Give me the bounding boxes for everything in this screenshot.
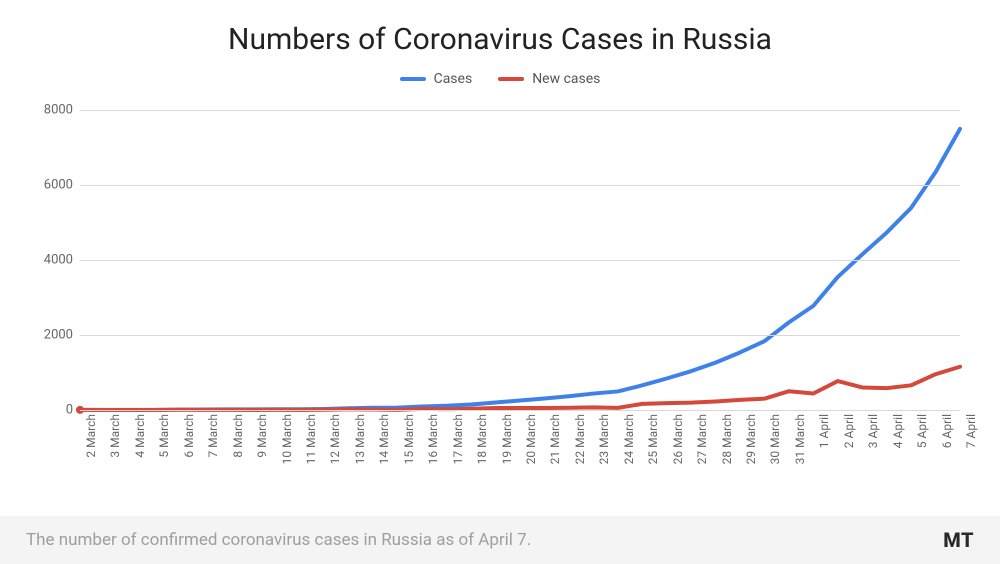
y-tick-label: 6000 bbox=[35, 178, 73, 193]
caption-bar: The number of confirmed coronavirus case… bbox=[0, 516, 1000, 564]
grid-line bbox=[80, 410, 960, 411]
grid-line bbox=[80, 335, 960, 336]
legend: Cases New cases bbox=[0, 71, 1000, 87]
x-axis-labels: 2 March 3 March 4 March 5 March 6 March 7 Mar… bbox=[80, 414, 960, 514]
x-tick-label: 6 March bbox=[182, 414, 196, 458]
x-tick-label: 3 March bbox=[108, 414, 122, 458]
plot-area: 02000400060008000 bbox=[80, 110, 960, 410]
x-tick-label: 22 March bbox=[573, 414, 587, 464]
x-tick-label: 15 March bbox=[402, 414, 416, 464]
x-tick-label: 1 April bbox=[817, 414, 831, 448]
x-tick-label: 21 March bbox=[548, 414, 562, 464]
x-tick-label: 26 March bbox=[671, 414, 685, 464]
x-tick-label: 29 March bbox=[744, 414, 758, 464]
legend-item-cases: Cases bbox=[400, 71, 473, 87]
x-tick-label: 6 April bbox=[940, 414, 954, 448]
source-logo: MT bbox=[943, 528, 974, 552]
x-tick-label: 8 March bbox=[231, 414, 245, 458]
legend-swatch-newcases bbox=[498, 77, 524, 81]
legend-swatch-cases bbox=[400, 77, 426, 81]
legend-label-cases: Cases bbox=[434, 71, 473, 87]
legend-label-newcases: New cases bbox=[532, 71, 600, 87]
grid-line bbox=[80, 260, 960, 261]
series-line-cases bbox=[80, 129, 960, 410]
x-tick-label: 9 March bbox=[255, 414, 269, 458]
caption-text: The number of confirmed coronavirus case… bbox=[26, 530, 531, 550]
x-tick-label: 28 March bbox=[720, 414, 734, 464]
y-tick-label: 2000 bbox=[35, 328, 73, 343]
x-tick-label: 10 March bbox=[280, 414, 294, 464]
series-line-new-cases bbox=[80, 367, 960, 410]
x-tick-label: 12 March bbox=[328, 414, 342, 464]
grid-line bbox=[80, 110, 960, 111]
y-tick-label: 8000 bbox=[35, 103, 73, 118]
x-tick-label: 5 April bbox=[915, 414, 929, 448]
x-tick-label: 5 March bbox=[157, 414, 171, 458]
grid-line bbox=[80, 185, 960, 186]
x-tick-label: 25 March bbox=[646, 414, 660, 464]
x-tick-label: 11 March bbox=[304, 414, 318, 464]
x-tick-label: 7 March bbox=[206, 414, 220, 458]
x-tick-label: 18 March bbox=[475, 414, 489, 464]
chart-container: Numbers of Coronavirus Cases in Russia C… bbox=[0, 0, 1000, 564]
x-tick-label: 23 March bbox=[597, 414, 611, 464]
x-tick-label: 30 March bbox=[768, 414, 782, 464]
y-tick-label: 4000 bbox=[35, 253, 73, 268]
x-tick-label: 7 April bbox=[964, 414, 978, 448]
x-tick-label: 20 March bbox=[524, 414, 538, 464]
x-tick-label: 14 March bbox=[377, 414, 391, 464]
chart-title: Numbers of Coronavirus Cases in Russia bbox=[0, 0, 1000, 57]
x-tick-label: 2 April bbox=[842, 414, 856, 448]
x-tick-label: 27 March bbox=[695, 414, 709, 464]
legend-item-newcases: New cases bbox=[498, 71, 600, 87]
x-tick-label: 24 March bbox=[622, 414, 636, 464]
x-tick-label: 3 April bbox=[866, 414, 880, 448]
x-tick-label: 31 March bbox=[793, 414, 807, 464]
x-tick-label: 13 March bbox=[353, 414, 367, 464]
x-tick-label: 19 March bbox=[500, 414, 514, 464]
x-tick-label: 16 March bbox=[426, 414, 440, 464]
y-tick-label: 0 bbox=[35, 403, 73, 418]
x-tick-label: 4 March bbox=[133, 414, 147, 458]
x-tick-label: 2 March bbox=[84, 414, 98, 458]
x-tick-label: 17 March bbox=[451, 414, 465, 464]
x-tick-label: 4 April bbox=[891, 414, 905, 448]
